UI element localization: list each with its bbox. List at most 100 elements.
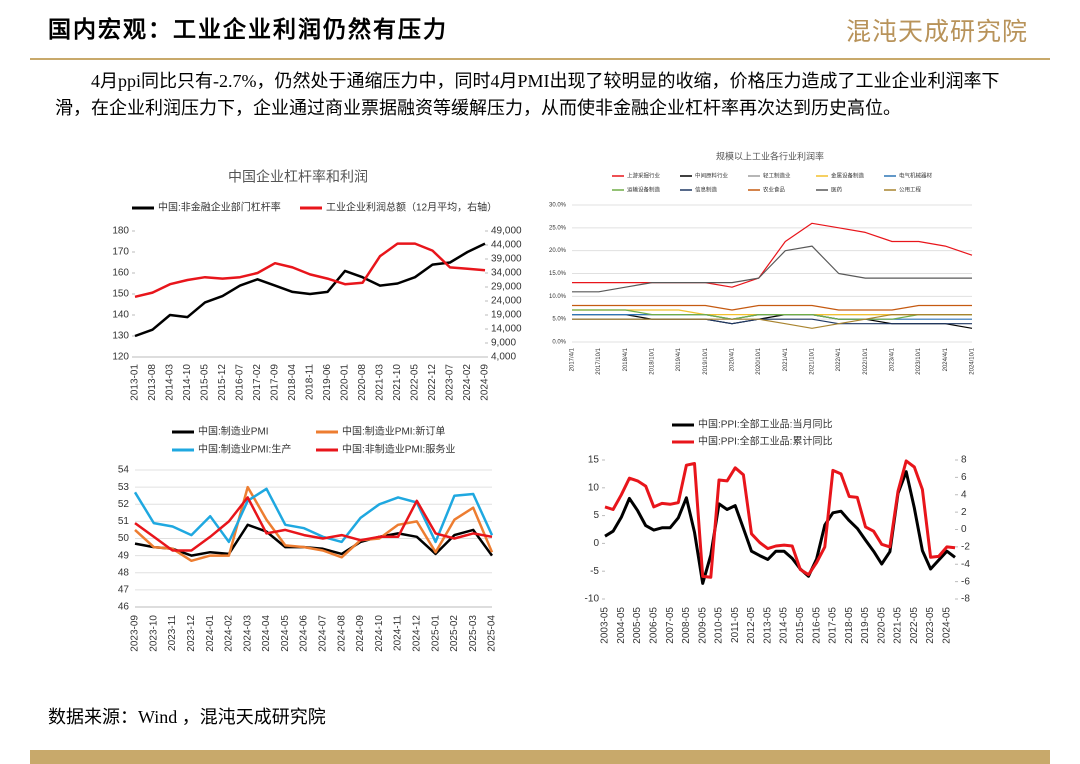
legend-label: 医药 [831,185,843,193]
series-line [572,245,972,293]
x-tick-label: 2024-10 [374,615,385,652]
y2-tick-label: 4 [961,489,967,500]
legend-label: 上游采掘行业 [627,171,661,179]
x-tick-label: 2021-03 [375,364,386,401]
x-tick-label: 2024/4/1 [943,347,949,371]
x-tick-label: 2015-05 [795,607,806,644]
y-tick-label: 10.0% [549,294,567,300]
y-tick-label: 120 [112,352,129,363]
y2-tick-label: -4 [961,559,970,570]
x-tick-label: 2016-05 [811,607,822,644]
x-tick-label: 2014-10 [182,364,193,401]
y-tick-label: -10 [585,594,600,605]
x-tick-label: 2018-05 [844,607,855,644]
series-line [134,496,493,552]
x-tick-label: 2024-04 [261,615,272,652]
legend-label: 电气机械器材 [899,171,933,179]
x-tick-label: 2015-12 [217,364,228,401]
y2-tick-label: 24,000 [491,296,522,307]
x-tick-label: 2007-05 [665,607,676,644]
x-tick-label: 2006-05 [648,607,659,644]
x-tick-label: 2019-06 [322,364,333,401]
y-tick-label: 0 [593,538,599,549]
y-tick-label: 49 [118,550,130,561]
legend-label: 公用工程 [899,185,922,193]
x-tick-label: 2014-05 [779,607,790,644]
x-tick-label: 2022/10/1 [863,347,869,374]
x-tick-label: 2022-12 [427,364,438,401]
y2-tick-label: 39,000 [491,254,522,265]
x-tick-label: 2021/4/1 [783,347,789,371]
legend-label: 中国:制造业PMI:生产 [198,443,291,456]
x-tick-label: 2024-12 [411,615,422,652]
y2-tick-label: 44,000 [491,240,522,251]
x-tick-label: 2016-07 [235,364,246,401]
legend-label: 中国:非制造业PMI:服务业 [342,443,455,456]
y-tick-label: 170 [112,247,129,258]
x-tick-label: 2025-04 [487,615,498,652]
x-tick-label: 2013-01 [130,364,141,401]
y-tick-label: 46 [118,602,130,613]
y-tick-label: 52 [118,499,130,510]
series-line [572,314,972,329]
slide-title: 国内宏观：工业企业利润仍然有压力 [48,17,448,42]
x-tick-label: 2020-01 [340,364,351,401]
x-tick-label: 2024-05 [280,615,291,652]
x-tick-label: 2018/10/1 [650,347,656,374]
x-tick-label: 2014-03 [165,364,176,401]
x-tick-label: 2025-03 [468,615,479,652]
x-tick-label: 2012-05 [746,607,757,644]
x-tick-label: 2024-07 [318,615,329,652]
x-tick-label: 2019/4/1 [676,347,682,371]
y-tick-label: 140 [112,310,129,321]
paragraph: 4月ppi同比只有-2.7%，仍然处于通缩压力中，同时4月PMI出现了较明显的收… [55,71,1000,118]
x-tick-label: 2018-11 [305,364,316,400]
y-tick-label: 30.0% [549,203,567,209]
x-tick-label: 2025-02 [449,615,460,652]
x-tick-label: 2023-10 [148,615,159,652]
x-tick-label: 2019-05 [860,607,871,644]
legend-label: 中国:制造业PMI:新订单 [342,425,445,438]
x-tick-label: 2024-06 [299,615,310,652]
x-tick-label: 2004-05 [616,607,627,644]
x-tick-label: 2009-05 [697,607,708,644]
y2-tick-label: -2 [961,542,970,553]
x-tick-label: 2008-05 [681,607,692,644]
legend-label: 运输设备制造 [627,185,661,193]
series-line [134,485,494,563]
legend-label: 工业企业利润总额（12月平均，右轴） [326,201,497,214]
y-tick-label: 5 [593,510,599,521]
y-tick-label: 130 [112,331,129,342]
y-tick-label: 48 [118,567,130,578]
legend-label: 中间原料行业 [695,171,729,179]
x-tick-label: 2017/10/1 [596,347,602,374]
x-tick-label: 2020-08 [357,364,368,401]
x-tick-label: 2023-07 [445,364,456,401]
x-tick-label: 2023-05 [925,607,936,644]
y-tick-label: 53 [118,482,130,493]
x-tick-label: 2021-10 [392,364,403,401]
legend-label: 农业食品 [763,185,786,193]
x-tick-label: 2019/10/1 [703,347,709,374]
x-tick-label: 2003-05 [600,607,611,644]
x-tick-label: 2018/4/1 [623,347,629,371]
legend-label: 金属设备制造 [831,171,865,179]
legend-label: 中国:制造业PMI [198,425,269,438]
x-tick-label: 2017-05 [828,607,839,644]
x-tick-label: 2020/10/1 [756,347,762,374]
y-tick-label: 20.0% [549,248,567,254]
x-tick-label: 2017/4/1 [570,347,576,371]
chart-title: 中国企业杠杆率和利润 [228,169,368,185]
x-tick-label: 2017-02 [252,364,263,401]
y2-tick-label: 19,000 [491,310,522,321]
y2-tick-label: 14,000 [491,324,522,335]
header-rule [30,58,1050,60]
y2-tick-label: 34,000 [491,268,522,279]
x-tick-label: 2024-11 [393,615,404,651]
x-tick-label: 2024-05 [942,607,953,644]
y2-tick-label: 29,000 [491,282,522,293]
y-tick-label: 10 [588,482,600,493]
series-line [572,304,972,311]
y2-tick-label: 0 [961,524,967,535]
x-tick-label: 2024/10/1 [970,347,976,374]
